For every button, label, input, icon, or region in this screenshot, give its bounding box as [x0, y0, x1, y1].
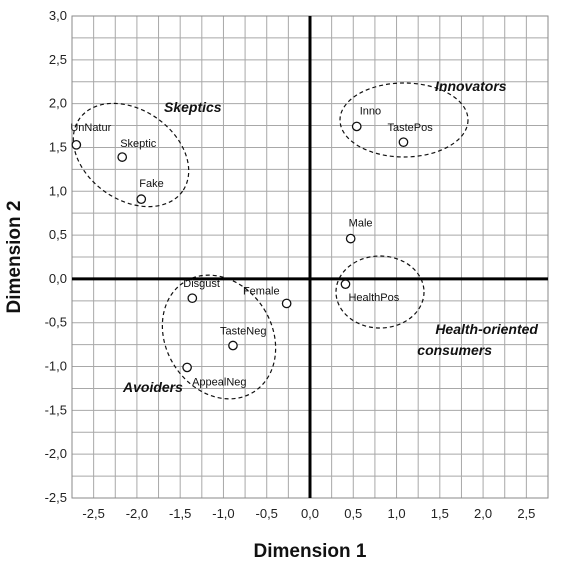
x-tick-label: -1,0: [212, 506, 234, 521]
y-tick-label: -1,0: [45, 359, 67, 374]
group-label: Avoiders: [122, 379, 183, 395]
point-label: HealthPos: [348, 292, 399, 304]
y-tick-label: 0,5: [49, 227, 67, 242]
point-label: Skeptic: [120, 138, 157, 150]
y-tick-label: -1,5: [45, 402, 67, 417]
group-label: Health-oriented: [435, 321, 538, 337]
x-tick-label: 2,5: [517, 506, 535, 521]
point-label: TastePos: [387, 122, 433, 134]
point-label: Fake: [139, 178, 163, 190]
x-tick-label: -1,5: [169, 506, 191, 521]
point-label: UnNatur: [70, 122, 111, 134]
data-points: UnNatur Skeptic Fake Inno TastePos Male Health…: [70, 105, 433, 388]
y-tick-label: 2,5: [49, 52, 67, 67]
health-oriented-ellipse: [335, 255, 425, 329]
data-point: [351, 121, 362, 132]
group-label: consumers: [417, 342, 492, 358]
data-point: [345, 233, 356, 244]
x-tick-label: 0,5: [344, 506, 362, 521]
x-tick-label: 2,0: [474, 506, 492, 521]
group-label: Innovators: [435, 78, 507, 94]
data-point: [228, 340, 238, 351]
avoiders-ellipse: [161, 274, 277, 400]
skeptics-ellipse: [72, 102, 190, 208]
data-point: [187, 293, 198, 304]
x-tick-label: -2,0: [126, 506, 148, 521]
x-tick-label: 1,5: [431, 506, 449, 521]
y-tick-label: 0,0: [49, 271, 67, 286]
innovators-ellipse: [339, 82, 469, 158]
x-tick-label: 1,0: [388, 506, 406, 521]
y-axis-title: Dimension 2: [4, 201, 25, 314]
data-point: [71, 139, 82, 150]
group-ellipses: [72, 82, 469, 400]
y-tick-label: 3,0: [49, 8, 67, 23]
y-tick-label: 1,0: [49, 183, 67, 198]
point-label: AppealNeg: [192, 376, 246, 388]
data-point: [281, 298, 292, 309]
point-label: Male: [349, 218, 373, 230]
point-label: Female: [243, 285, 280, 297]
data-point: [136, 194, 147, 205]
y-tick-label: 2,0: [49, 96, 67, 111]
y-tick-label: 1,5: [49, 139, 67, 154]
data-point: [117, 152, 128, 162]
point-label: TasteNeg: [220, 326, 266, 338]
y-tick-label: -2,5: [45, 490, 67, 505]
y-tick-label: -0,5: [45, 315, 67, 330]
y-tick-label: -2,0: [45, 446, 67, 461]
data-point: [182, 362, 192, 373]
group-labels: Skeptics Innovators Health-oriented consume…: [122, 78, 538, 395]
point-label: Inno: [360, 105, 381, 117]
x-tick-label: -2,5: [82, 506, 104, 521]
data-point: [340, 279, 351, 290]
zero-axes: [72, 16, 548, 498]
tick-labels: 3,0 2,5 2,0 1,5 1,0 0,5 0,0 -0,5 -1,0 -1,5 -2,0 -2,…: [45, 8, 536, 521]
group-label: Skeptics: [164, 99, 222, 115]
x-tick-label: -0,5: [256, 506, 278, 521]
data-point: [398, 137, 409, 148]
x-tick-label: 0,0: [301, 506, 319, 521]
point-label: Disgust: [183, 278, 220, 290]
x-axis-title: Dimension 1: [254, 541, 367, 562]
